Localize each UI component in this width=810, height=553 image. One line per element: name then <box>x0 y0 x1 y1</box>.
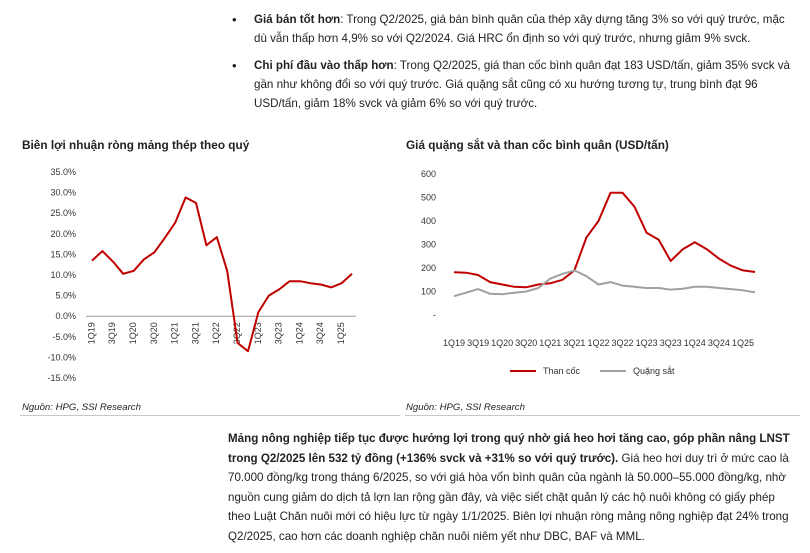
x-tick-label: 3Q24 <box>708 338 730 348</box>
y-tick-label: 25.0% <box>50 208 76 218</box>
x-tick-label: 3Q23 <box>660 338 682 348</box>
left-chart-title: Biên lợi nhuận ròng mảng thép theo quý <box>22 138 250 152</box>
x-tick-label: 1Q23 <box>253 322 263 344</box>
y-tick-label: 600 <box>421 169 436 179</box>
coking-coal-line <box>453 191 756 289</box>
bullet-text: : Trong Q2/2025, giá than cốc bình quân … <box>254 59 791 110</box>
y-tick-label: 20.0% <box>50 229 76 239</box>
x-tick-label: 1Q25 <box>336 322 346 344</box>
x-tick-label: 3Q22 <box>612 338 634 348</box>
x-tick-label: 3Q20 <box>515 338 537 348</box>
y-tick-label: 100 <box>421 287 436 297</box>
y-tick-label: 400 <box>421 216 436 226</box>
right-chart-divider <box>405 415 800 416</box>
right-chart-title: Giá quặng sắt và than cốc bình quân (USD… <box>406 138 669 152</box>
x-tick-label: 1Q20 <box>128 322 138 344</box>
x-tick-label: 1Q24 <box>294 322 304 344</box>
x-tick-label: 1Q24 <box>684 338 706 348</box>
bullet-text: : Trong Q2/2025, giá bán bình quân của t… <box>254 13 785 45</box>
bullet-item: • Chi phí đầu vào thấp hơn: Trong Q2/202… <box>228 56 800 113</box>
y-tick-label: 200 <box>421 263 436 273</box>
x-tick-label: 3Q21 <box>563 338 585 348</box>
x-tick-label: 1Q22 <box>587 338 609 348</box>
y-tick-label: 5.0% <box>55 291 76 301</box>
x-tick-label: 3Q23 <box>274 322 284 344</box>
y-tick-label: 30.0% <box>50 188 76 198</box>
x-tick-label: 1Q19 <box>443 338 465 348</box>
agriculture-paragraph: Mảng nông nghiệp tiếp tục được hưởng lợi… <box>228 429 800 546</box>
bullet-item: • Giá bán tốt hơn: Trong Q2/2025, giá bá… <box>228 10 800 48</box>
bullet-heading: Giá bán tốt hơn <box>254 13 341 26</box>
y-tick-label: 0.0% <box>55 311 76 321</box>
x-tick-label: 3Q19 <box>467 338 489 348</box>
x-tick-label: 3Q19 <box>107 322 117 344</box>
iron-ore-line <box>453 269 756 298</box>
x-tick-label: 1Q22 <box>211 322 221 344</box>
y-tick-label: - <box>433 310 436 320</box>
y-tick-label: 300 <box>421 240 436 250</box>
paragraph-body: Giá heo hơi duy trì ở mức cao là 70.000 … <box>228 451 789 543</box>
legend-label: Quặng sắt <box>633 366 675 376</box>
legend-label: Than cốc <box>543 366 581 376</box>
y-tick-label: 500 <box>421 193 436 203</box>
y-tick-label: -5.0% <box>52 332 76 342</box>
left-chart-divider <box>20 415 400 416</box>
left-chart-source: Nguồn: HPG, SSI Research <box>22 402 141 413</box>
bullet-dot: • <box>232 58 237 73</box>
paragraph-lead: Mảng nông nghiệp tiếp tục được hưởng lợi… <box>228 432 790 465</box>
y-tick-label: 15.0% <box>50 249 76 259</box>
x-tick-label: 1Q25 <box>732 338 754 348</box>
y-tick-label: 35.0% <box>50 167 76 177</box>
right-chart-source: Nguồn: HPG, SSI Research <box>406 402 525 413</box>
x-tick-label: 1Q20 <box>491 338 513 348</box>
x-tick-label: 1Q23 <box>636 338 658 348</box>
x-tick-label: 1Q19 <box>86 322 96 344</box>
y-tick-label: 10.0% <box>50 270 76 280</box>
bullet-list: • Giá bán tốt hơn: Trong Q2/2025, giá bá… <box>228 10 800 121</box>
bullet-dot: • <box>232 12 237 27</box>
y-tick-label: -10.0% <box>47 352 76 362</box>
margin-series-line <box>91 196 353 353</box>
x-tick-label: 1Q21 <box>170 322 180 344</box>
x-tick-label: 1Q21 <box>539 338 561 348</box>
bullet-heading: Chi phí đầu vào thấp hơn <box>254 59 394 72</box>
x-tick-label: 3Q21 <box>190 322 200 344</box>
x-tick-label: 3Q24 <box>315 322 325 344</box>
x-tick-label: 3Q20 <box>149 322 159 344</box>
net-margin-chart: 35.0% 30.0% 25.0% 20.0% 15.0% 10.0% 5.0% 0.0% -5… <box>47 167 356 383</box>
y-tick-label: -15.0% <box>47 373 76 383</box>
